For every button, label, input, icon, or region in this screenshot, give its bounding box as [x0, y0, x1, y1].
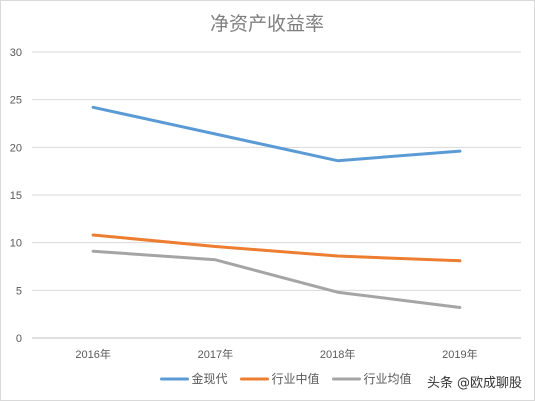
watermark: 头条 @欧成聊股 [427, 375, 522, 391]
y-tick-label: 20 [10, 142, 22, 154]
y-tick-label: 25 [10, 95, 22, 107]
x-tick-label: 2018年 [320, 347, 355, 361]
watermark-text: 头条 @欧成聊股 [427, 375, 522, 391]
y-tick-label: 0 [16, 333, 22, 345]
series-lines [91, 105, 462, 309]
watermark-prefix: 头条 [427, 375, 453, 391]
y-tick-label: 5 [16, 285, 22, 297]
series-line [91, 249, 462, 309]
x-axis-ticks: 2016年 2017年 2018年 2019年 [75, 347, 477, 361]
x-tick-label: 2017年 [198, 347, 233, 361]
x-tick-label: 2016年 [75, 347, 110, 361]
legend-label: 行业中值 [272, 371, 320, 386]
y-tick-label: 10 [10, 238, 22, 250]
watermark-handle: @欧成聊股 [457, 376, 522, 391]
y-tick-label: 30 [10, 47, 22, 59]
y-axis-ticks: 0 5 10 15 20 25 30 [10, 47, 22, 345]
y-tick-label: 15 [10, 190, 22, 202]
legend-label: 金现代 [192, 371, 228, 386]
series-line [91, 233, 462, 263]
chart-title: 净资产收益率 [210, 13, 324, 35]
gridlines [32, 51, 521, 339]
legend-label: 行业均值 [364, 371, 412, 386]
x-tick-label: 2019年 [442, 347, 477, 361]
legend: 金现代 行业中值 行业均值 [160, 371, 412, 386]
series-line [91, 105, 462, 163]
